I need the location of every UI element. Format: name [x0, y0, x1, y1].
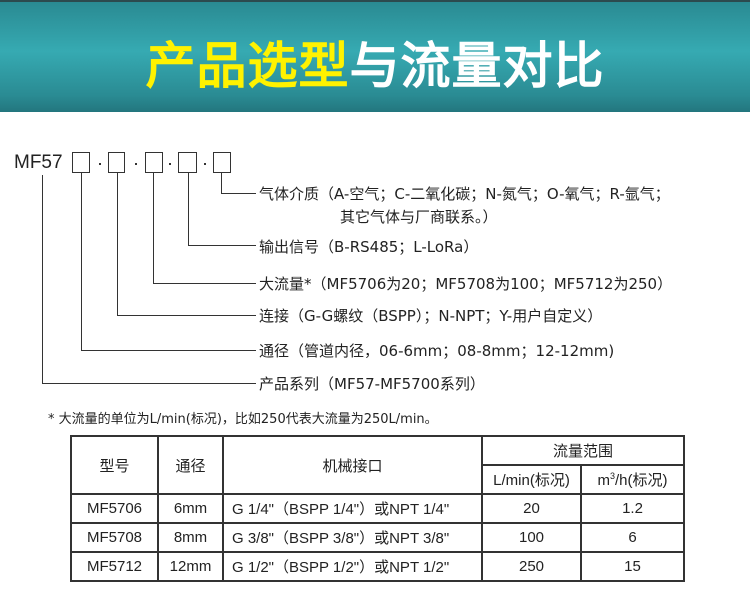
- table-row: MF5706 6mm G 1/4"（BSPP 1/4"）或NPT 1/4" 20 1.2: [70, 493, 685, 524]
- code-diagram-lines: [42, 152, 256, 384]
- page-title: 产品选型与流量对比: [145, 37, 605, 95]
- model-prefix: MF57: [14, 152, 63, 173]
- code-label-gas-cont: 其它气体与厂商联系。）: [340, 208, 498, 226]
- col-lmin: L/min(标况): [481, 464, 582, 495]
- footnote: * 大流量的单位为L/min(标况)，比如250代表大流量为250L/min。: [48, 412, 438, 427]
- col-flow-range: 流量范围: [481, 435, 685, 466]
- col-m3h: m3/h(标况): [580, 464, 685, 495]
- table-row: MF5708 8mm G 3/8"（BSPP 3/8"）或NPT 3/8" 100 6: [70, 522, 685, 553]
- code-label-connection: 连接（G-G螺纹（BSPP）；N-NPT；Y-用户自定义）: [259, 307, 603, 325]
- spec-table: 型号 通径 机械接口 流量范围 L/min(标况) m3/h(标况) MF570…: [70, 435, 685, 582]
- table-row: MF5712 12mm G 1/2"（BSPP 1/2"）或NPT 1/2" 250 1…: [70, 551, 685, 582]
- col-model: 型号: [70, 435, 159, 495]
- code-label-bore: 通径（管道内径，06-6mm；08-8mm；12-12mm): [259, 342, 615, 360]
- code-label-maxflow: 大流量*（MF5706为20；MF5708为100；MF5712为250）: [259, 275, 673, 293]
- col-interface: 机械接口: [222, 435, 483, 495]
- code-label-series: 产品系列（MF57-MF5700系列）: [259, 375, 485, 393]
- code-label-gas: 气体介质（A-空气；C-二氧化碳；N-氮气；O-氧气；R-氩气；: [259, 185, 670, 203]
- col-bore: 通径: [157, 435, 224, 495]
- code-label-output: 输出信号（B-RS485；L-LoRa）: [259, 238, 479, 256]
- header-banner: 产品选型与流量对比: [0, 0, 750, 112]
